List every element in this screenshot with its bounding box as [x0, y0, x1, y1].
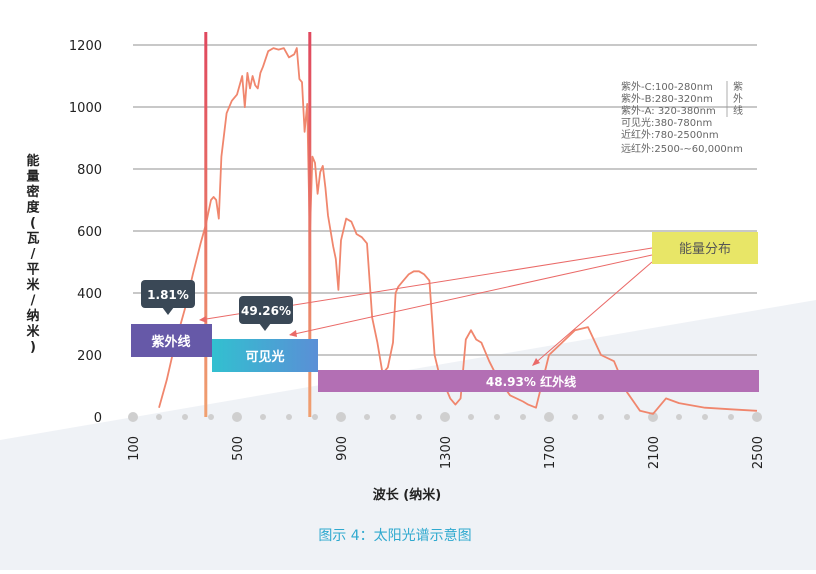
x-tick-label: 500 [231, 436, 246, 461]
y-tick-label: 800 [77, 163, 102, 178]
x-axis-dot [494, 414, 500, 420]
x-axis-dot [702, 414, 708, 420]
y-tick-label: 200 [77, 349, 102, 364]
visible-ir-boundary [308, 32, 312, 417]
uv-callout-tail [162, 307, 174, 315]
legend-item-uvc: 紫外-C:100-280nm [621, 81, 713, 93]
infrared-band [318, 370, 759, 392]
y-tick-label: 1000 [69, 101, 102, 116]
visible-band-label: 可见光 [245, 349, 284, 365]
infrared-band-label: 48.93% 红外线 [486, 374, 576, 389]
legend-item-near-ir: 近红外:780-2500nm [621, 128, 719, 141]
y-axis-label: 能量密度(瓦/平米/纳米) [25, 153, 40, 355]
y-tick-label: 400 [77, 287, 102, 302]
uv-band-label: 紫外线 [151, 334, 190, 350]
uv-percent-label: 1.81% [147, 288, 189, 302]
x-axis-dot [260, 414, 266, 420]
y-tick-label: 600 [77, 225, 102, 240]
pointer-ir [532, 261, 653, 366]
background-shape [0, 300, 816, 570]
x-axis-dot [752, 412, 762, 422]
x-axis-dot [676, 414, 682, 420]
grid-lines [133, 44, 757, 356]
x-axis-dot [520, 414, 526, 420]
x-axis-dot [182, 414, 188, 420]
x-axis-dot [544, 412, 554, 422]
legend: 紫外-C:100-280nm 紫外-B:280-320nm 紫外-A: 320-… [621, 81, 743, 155]
x-axis-dot [208, 414, 214, 420]
uv-band [131, 324, 212, 357]
x-tick-label: 2100 [647, 436, 662, 469]
x-axis-dot [156, 414, 162, 420]
pointer-visible-head [289, 330, 297, 337]
x-axis-dots [128, 412, 762, 422]
x-axis-dot [648, 412, 658, 422]
x-axis-dot [364, 414, 370, 420]
x-axis-label: 波长 (纳米) [373, 487, 441, 503]
legend-item-far-ir: 远红外:2500-~60,000nm [621, 142, 743, 155]
visible-percent-label: 49.26% [241, 304, 291, 318]
x-axis-dot [232, 412, 242, 422]
pointer-ir-head [532, 358, 540, 366]
visible-band [212, 339, 318, 372]
y-tick-label: 1200 [69, 39, 102, 54]
x-tick-label: 2500 [751, 436, 766, 469]
y-tick-label: 0 [94, 411, 102, 426]
pointer-uv-head [199, 316, 207, 323]
x-axis-dot [728, 414, 734, 420]
legend-item-uva: 紫外-A: 320-380nm [621, 105, 716, 117]
x-axis-dot [390, 414, 396, 420]
x-tick-label: 100 [127, 436, 142, 461]
x-axis-dot [440, 412, 450, 422]
x-axis-dot [128, 412, 138, 422]
x-axis-dot [572, 414, 578, 420]
visible-callout-tail [259, 323, 271, 331]
x-axis-dot [312, 414, 318, 420]
energy-distribution-label: 能量分布 [679, 242, 731, 257]
visible-percent-callout: 49.26% [239, 296, 293, 331]
x-axis-dot [598, 414, 604, 420]
y-axis-ticks: 0 200 400 600 800 1000 1200 [69, 39, 102, 426]
uv-visible-boundary [204, 32, 208, 417]
figure-caption: 图示 4：太阳光谱示意图 [318, 527, 471, 544]
visible-callout-box [239, 296, 293, 324]
uv-callout-box [141, 280, 195, 308]
x-axis-ticks: 100 500 900 1300 1700 2100 2500 [127, 436, 766, 469]
energy-distribution-box [652, 232, 758, 264]
x-tick-label: 900 [335, 436, 350, 461]
x-axis-dot [624, 414, 630, 420]
x-axis-dot [416, 414, 422, 420]
uv-percent-callout: 1.81% [141, 280, 195, 315]
legend-bracket-label: 紫外线 [733, 81, 743, 117]
spectrum-curve [158, 47, 758, 415]
legend-item-visible: 可见光:380-780nm [621, 116, 712, 129]
x-axis-dot [468, 414, 474, 420]
pointer-visible [289, 254, 653, 336]
x-axis-dot [286, 414, 292, 420]
x-tick-label: 1700 [543, 436, 558, 469]
x-axis-dot [336, 412, 346, 422]
legend-item-uvb: 紫外-B:280-320nm [621, 93, 713, 105]
x-tick-label: 1300 [439, 436, 454, 469]
